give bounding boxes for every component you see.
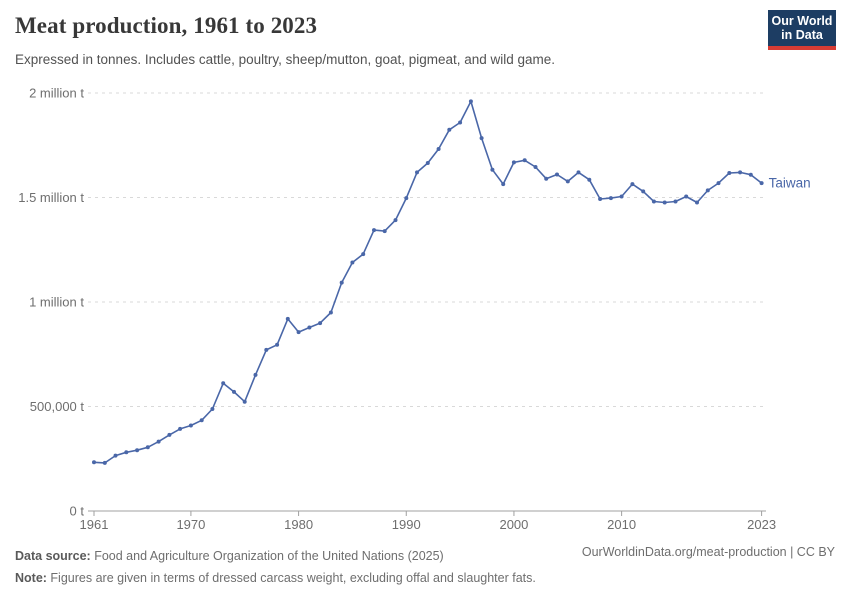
data-point xyxy=(458,120,463,125)
y-axis-tick-label: 1.5 million t xyxy=(18,190,84,205)
x-axis-tick-label: 1980 xyxy=(284,517,313,532)
data-point xyxy=(264,347,269,352)
data-point xyxy=(178,426,183,431)
data-point xyxy=(167,432,172,437)
data-point xyxy=(684,194,689,199)
x-axis-tick-label: 2000 xyxy=(499,517,528,532)
data-point xyxy=(382,229,387,234)
data-point xyxy=(490,167,495,172)
data-point xyxy=(738,170,743,175)
data-point xyxy=(188,423,193,428)
footer-note: Note: Figures are given in terms of dres… xyxy=(15,567,575,589)
data-point xyxy=(242,399,247,404)
data-point xyxy=(576,170,581,175)
data-point xyxy=(630,182,635,187)
data-point xyxy=(759,181,764,186)
data-point xyxy=(447,127,452,132)
footer-datasource-text: Food and Agriculture Organization of the… xyxy=(90,549,444,563)
x-axis-tick-label: 1961 xyxy=(80,517,109,532)
data-point xyxy=(253,372,258,377)
data-point xyxy=(415,170,419,175)
data-point xyxy=(210,407,215,411)
owid-logo-line2: in Data xyxy=(781,28,823,42)
data-point xyxy=(511,160,516,165)
x-axis-tick-label: 2023 xyxy=(747,517,776,532)
footer-datasource-label: Data source: xyxy=(15,549,91,563)
data-point xyxy=(619,194,624,199)
y-axis-tick-label: 1 million t xyxy=(29,295,84,310)
data-point xyxy=(565,179,570,184)
data-point xyxy=(296,330,301,335)
data-point xyxy=(641,189,646,194)
series-entity-label: Taiwan xyxy=(769,176,811,191)
footer-note-label: Note: xyxy=(15,571,47,585)
footer: Data source: Food and Agriculture Organi… xyxy=(15,545,575,589)
data-point xyxy=(328,310,333,315)
owid-logo-line1: Our World xyxy=(771,14,833,28)
data-point xyxy=(124,450,129,455)
page-title: Meat production, 1961 to 2023 xyxy=(15,13,318,38)
data-point xyxy=(404,196,409,201)
data-point xyxy=(501,182,506,187)
y-axis-tick-label: 0 t xyxy=(70,504,85,519)
data-point xyxy=(393,218,398,223)
data-point xyxy=(695,200,699,205)
data-point xyxy=(544,176,549,181)
data-point xyxy=(555,172,559,177)
data-point xyxy=(361,252,366,257)
data-point xyxy=(135,448,140,453)
data-point xyxy=(350,260,355,265)
footer-datasource: Data source: Food and Agriculture Organi… xyxy=(15,545,575,567)
data-point xyxy=(479,136,484,141)
data-point xyxy=(285,316,290,321)
footer-citation: OurWorldinData.org/meat-production | CC … xyxy=(581,545,835,559)
data-point xyxy=(339,280,344,285)
data-point xyxy=(748,172,753,177)
line-chart: 0 t 500,000 t 1 million t 1.5 million t 2 mi… xyxy=(18,86,811,533)
data-point xyxy=(598,197,603,201)
x-axis-tick-label: 1970 xyxy=(176,517,205,532)
data-point xyxy=(522,158,527,163)
data-point xyxy=(662,200,667,205)
data-point xyxy=(673,199,678,204)
owid-logo: Our World in Data xyxy=(768,10,836,50)
data-point xyxy=(318,321,323,326)
y-axis-tick-label: 2 million t xyxy=(29,86,84,101)
data-point xyxy=(275,342,280,347)
data-point xyxy=(307,325,312,330)
data-point xyxy=(716,181,721,186)
y-axis-tick-label: 500,000 t xyxy=(30,399,85,414)
data-series-line xyxy=(93,100,763,464)
data-point xyxy=(102,460,107,465)
data-point xyxy=(92,460,96,465)
data-point xyxy=(705,188,710,193)
data-point xyxy=(113,453,118,458)
data-point xyxy=(533,165,538,169)
data-point xyxy=(727,171,732,175)
data-point xyxy=(156,439,161,444)
data-point xyxy=(436,147,441,151)
x-axis-tick-label: 2010 xyxy=(607,517,636,532)
data-point xyxy=(221,381,226,386)
data-point xyxy=(608,196,613,201)
data-point xyxy=(232,389,236,394)
data-point xyxy=(468,99,473,104)
data-point xyxy=(199,418,204,423)
data-point xyxy=(145,445,150,450)
footer-note-text: Figures are given in terms of dressed ca… xyxy=(46,571,536,585)
data-point xyxy=(587,177,592,182)
x-axis-tick-label: 1990 xyxy=(392,517,421,532)
data-point xyxy=(651,199,656,204)
chart-subtitle: Expressed in tonnes. Includes cattle, po… xyxy=(15,52,556,67)
data-point xyxy=(425,161,430,165)
data-point xyxy=(372,228,376,233)
